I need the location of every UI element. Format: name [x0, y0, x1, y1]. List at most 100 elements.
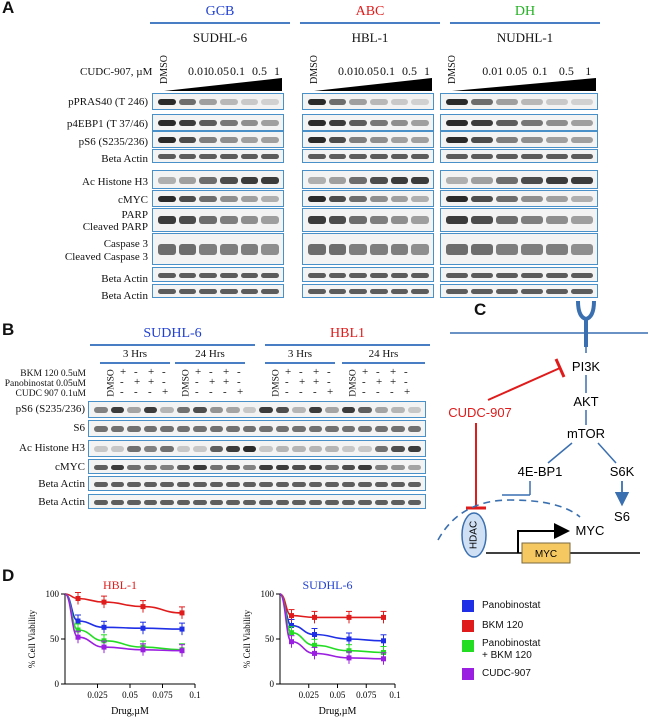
b-cell-line-hbl1: HBL1 — [330, 326, 365, 341]
band — [411, 289, 429, 294]
y-tick-label-0-0: 0 — [55, 679, 60, 689]
b-sign: + — [404, 386, 411, 398]
legend-swatch-combo — [462, 640, 474, 652]
blot-a-0-3 — [152, 149, 284, 163]
legend-swatch-panobinostat — [462, 600, 474, 612]
band — [571, 177, 593, 184]
band — [571, 137, 593, 143]
data-point-1-0-1 — [289, 623, 294, 628]
band — [446, 120, 468, 126]
legend-cudc907: CUDC-907 — [482, 668, 531, 679]
data-point-0-0-2 — [101, 624, 107, 630]
band — [349, 120, 367, 126]
series-line-1-1 — [279, 593, 384, 619]
band — [370, 273, 388, 278]
band — [308, 137, 326, 143]
blot-a-2-8 — [440, 267, 598, 282]
band — [471, 216, 493, 224]
dose-label-1-2: 0.05 — [358, 64, 379, 78]
band — [199, 120, 217, 126]
b-sign: - — [195, 386, 199, 398]
group-dh-type: DH — [514, 4, 536, 19]
band — [391, 465, 405, 470]
band — [143, 446, 157, 452]
band — [209, 426, 223, 432]
legend-bkm120: BKM 120 — [482, 620, 524, 631]
band — [176, 482, 190, 487]
band — [127, 482, 141, 487]
b-sign: - — [134, 386, 138, 398]
band — [308, 120, 326, 126]
band — [199, 137, 217, 143]
band — [259, 500, 273, 505]
blot-a-0-6 — [152, 208, 284, 232]
b-sign: + — [285, 366, 292, 378]
series-line-1-2 — [279, 593, 384, 654]
band — [110, 446, 124, 452]
b-sign: + — [134, 376, 141, 388]
band — [178, 244, 197, 255]
blot-a-1-2 — [302, 131, 434, 148]
blot-a-2-5 — [440, 190, 598, 207]
band — [374, 407, 388, 413]
b-treatment-0: BKM 120 0.5uM — [20, 369, 86, 379]
band — [220, 216, 238, 224]
receptor-icon — [576, 300, 596, 322]
b-sign: + — [209, 376, 216, 388]
band — [127, 465, 141, 470]
band — [143, 407, 157, 413]
band — [496, 137, 518, 143]
band — [370, 99, 388, 105]
data-point-1-0-3 — [346, 636, 352, 642]
band — [407, 446, 421, 452]
band — [328, 273, 347, 278]
b-time-line-1 — [175, 362, 245, 364]
band — [292, 446, 306, 452]
band — [325, 465, 339, 470]
blot-b-5 — [88, 494, 426, 509]
band — [158, 154, 176, 159]
band — [178, 216, 197, 224]
b-time-line-0 — [100, 362, 170, 364]
panel-a-label: A — [2, 0, 15, 17]
b-divider-sudhl6 — [90, 344, 255, 346]
band — [226, 426, 240, 432]
band — [176, 446, 190, 452]
band — [341, 500, 355, 505]
blot-row-label-2: pS6 (S235/236) — [78, 136, 148, 148]
band — [240, 196, 259, 202]
data-point-1-0-2 — [312, 632, 317, 637]
band — [390, 273, 409, 278]
band — [546, 244, 568, 255]
band — [259, 465, 273, 470]
node-4ebp1: 4E-BP1 — [518, 464, 563, 479]
band — [110, 465, 124, 470]
data-point-0-1-4 — [179, 610, 185, 616]
band — [308, 244, 326, 255]
band — [220, 137, 238, 143]
b-sign: - — [237, 376, 241, 388]
blot-row-label-5: cMYC — [118, 194, 148, 206]
data-point-1-3-3 — [346, 655, 352, 661]
band — [374, 500, 388, 505]
band — [496, 244, 518, 255]
band — [358, 407, 372, 413]
band — [374, 426, 388, 432]
band — [220, 154, 238, 159]
band — [370, 216, 388, 224]
legend-swatch-bkm120 — [462, 620, 474, 632]
band — [261, 99, 279, 105]
b-sign: - — [376, 366, 380, 378]
band — [358, 446, 372, 452]
band — [349, 216, 367, 224]
b-sign: - — [376, 386, 380, 398]
band — [521, 196, 543, 202]
band — [242, 500, 256, 505]
b-sign: - — [223, 386, 227, 398]
band — [94, 500, 108, 505]
transcription-arrow — [517, 523, 570, 553]
data-point-0-0-4 — [179, 626, 185, 632]
band — [546, 273, 568, 278]
band — [496, 273, 518, 278]
band — [261, 196, 279, 202]
